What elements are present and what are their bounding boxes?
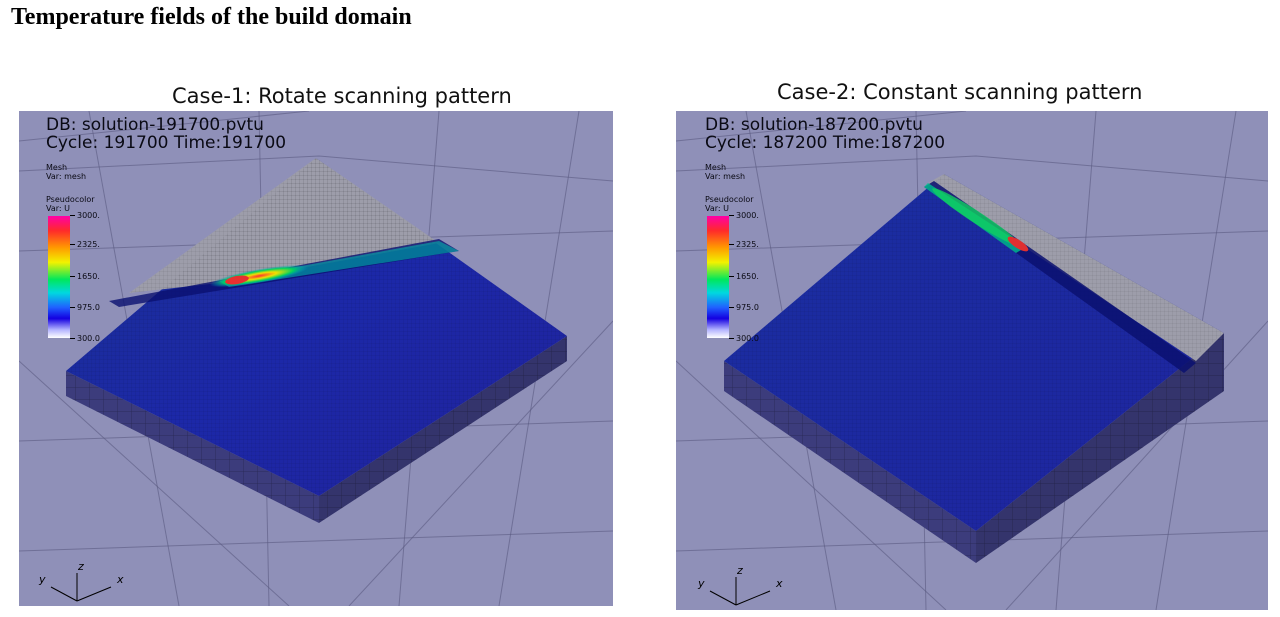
- cycle-time-label: Cycle: 187200 Time:187200: [705, 133, 946, 153]
- axis-x-label: x: [117, 573, 124, 586]
- pseudocolor-title: Pseudocolor: [705, 195, 754, 204]
- pseudocolor-legend: Pseudocolor Var: U: [705, 195, 754, 213]
- mesh-legend-title: Mesh: [705, 163, 727, 172]
- tick-2325: 2325.: [70, 240, 100, 249]
- pseudocolor-legend: Pseudocolor Var: U: [46, 195, 95, 213]
- axis-x-label: x: [776, 577, 783, 590]
- axis-y-label: y: [698, 577, 705, 590]
- tick-975: 975.0: [70, 303, 100, 312]
- pseudocolor-var: Var: U: [705, 204, 729, 213]
- color-bar: [48, 216, 70, 338]
- cycle-time-label: Cycle: 191700 Time:191700: [46, 133, 287, 153]
- mesh-legend-var: Var: mesh: [46, 172, 87, 181]
- tick-300: 300.0: [70, 334, 100, 343]
- tick-300: 300.0: [729, 334, 759, 343]
- database-label: DB: solution-191700.pvtu: [46, 115, 264, 135]
- mesh-legend: Mesh Var: mesh: [46, 163, 86, 181]
- mesh-legend: Mesh Var: mesh: [705, 163, 745, 181]
- axis-z-label: z: [78, 560, 84, 573]
- page-title: Temperature fields of the build domain: [11, 4, 412, 30]
- database-label: DB: solution-187200.pvtu: [705, 115, 923, 135]
- pseudocolor-title: Pseudocolor: [46, 195, 95, 204]
- tick-975: 975.0: [729, 303, 759, 312]
- axis-z-label: z: [737, 564, 743, 577]
- case-1-render: DB: solution-191700.pvtu Cycle: 191700 T…: [19, 111, 613, 606]
- tick-1650: 1650.: [70, 272, 100, 281]
- case-1-caption: Case-1: Rotate scanning pattern: [172, 84, 512, 108]
- tick-3000: 3000.: [729, 211, 759, 220]
- mesh-legend-var: Var: mesh: [705, 172, 746, 181]
- case-1-scene: [19, 111, 613, 606]
- case-2-render: DB: solution-187200.pvtu Cycle: 187200 T…: [676, 111, 1268, 610]
- axis-y-label: y: [39, 573, 46, 586]
- mesh-legend-title: Mesh: [46, 163, 68, 172]
- case-2-scene: [676, 111, 1268, 610]
- tick-3000: 3000.: [70, 211, 100, 220]
- color-bar: [707, 216, 729, 338]
- case-2-caption: Case-2: Constant scanning pattern: [777, 80, 1143, 104]
- tick-2325: 2325.: [729, 240, 759, 249]
- pseudocolor-var: Var: U: [46, 204, 70, 213]
- tick-1650: 1650.: [729, 272, 759, 281]
